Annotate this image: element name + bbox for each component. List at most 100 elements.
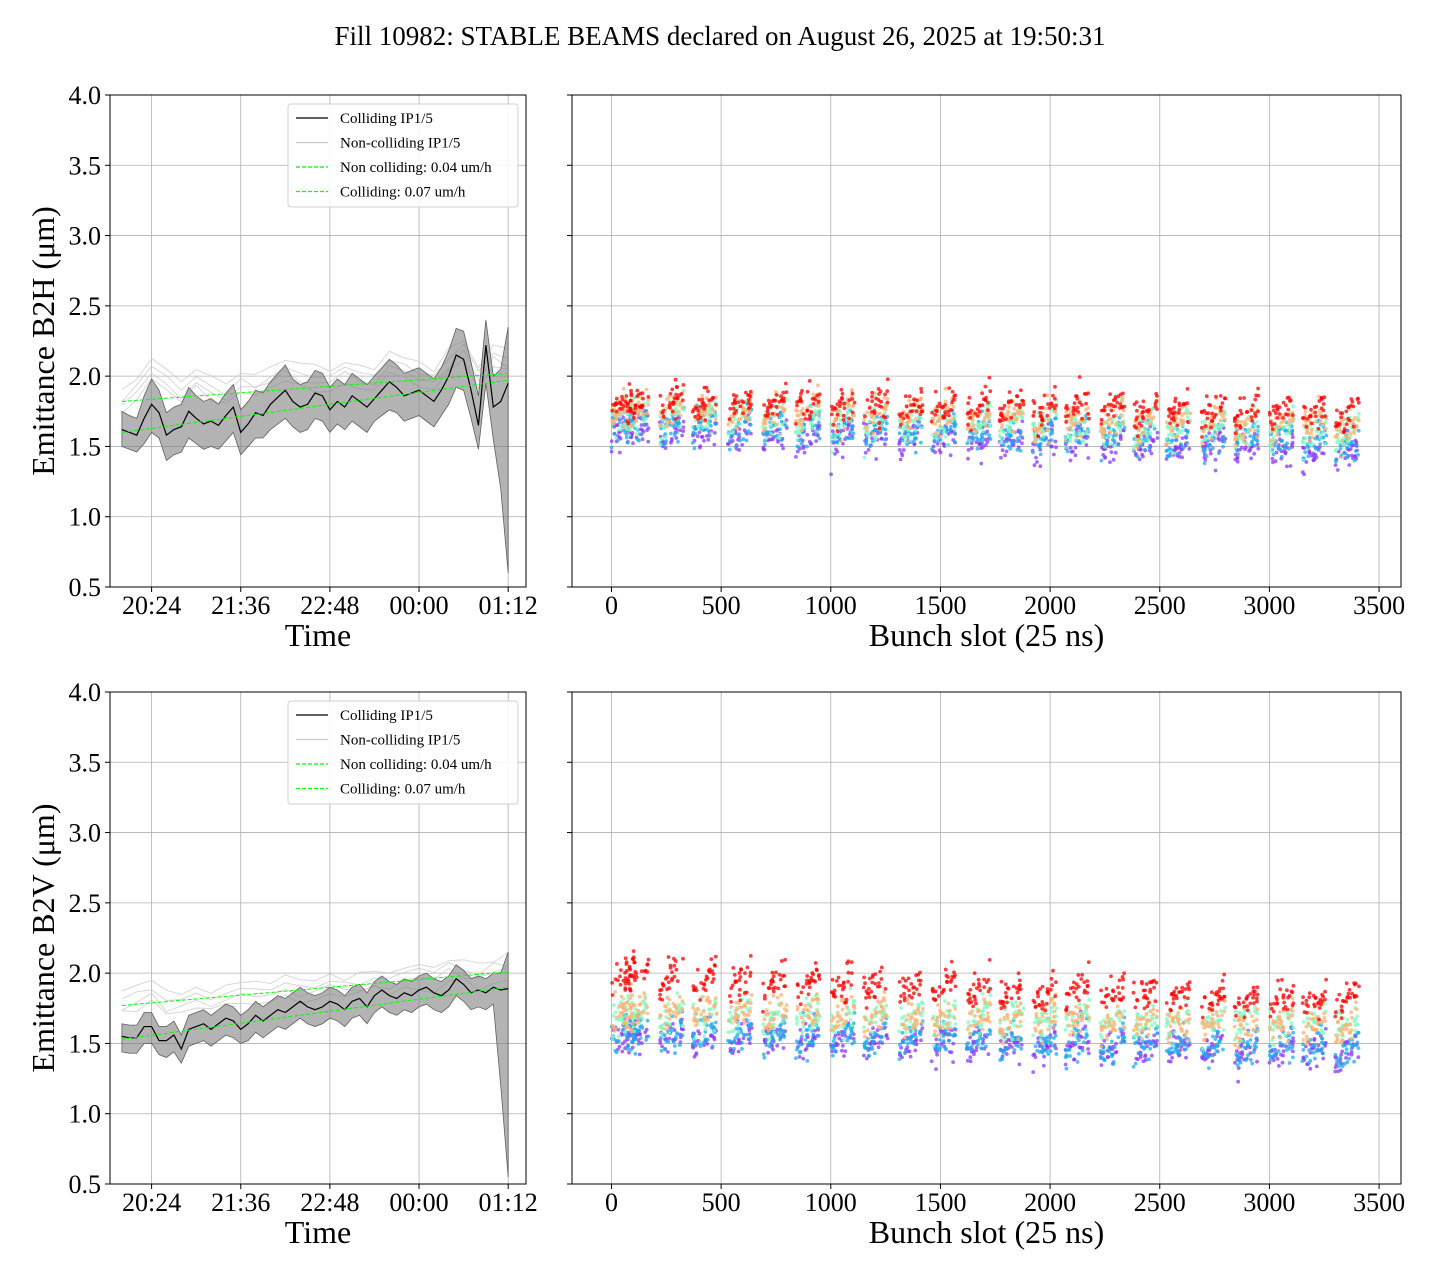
scatter-point xyxy=(1154,1043,1159,1048)
scatter-point xyxy=(1208,1046,1213,1051)
scatter-point xyxy=(814,423,818,428)
scatter-point xyxy=(1043,1036,1048,1041)
scatter-point xyxy=(1285,464,1289,469)
scatter-point xyxy=(1206,445,1211,449)
scatter-point xyxy=(738,422,743,427)
scatter-point xyxy=(897,431,902,436)
scatter-point xyxy=(1098,429,1103,434)
scatter-point xyxy=(774,393,779,397)
scatter-point xyxy=(1312,1020,1316,1025)
scatter-point xyxy=(781,446,785,451)
x-tick-label: 500 xyxy=(702,591,741,620)
scatter-point xyxy=(935,419,940,423)
scatter-point xyxy=(804,996,809,1001)
scatter-point xyxy=(1177,1043,1182,1047)
scatter-point xyxy=(1244,441,1249,446)
scatter-point xyxy=(698,415,703,420)
scatter-point xyxy=(1046,1052,1051,1056)
scatter-point xyxy=(664,1039,669,1044)
scatter-point xyxy=(863,424,868,429)
scatter-point xyxy=(841,441,845,446)
scatter-point xyxy=(629,1047,633,1052)
scatter-point xyxy=(748,389,753,394)
scatter-point xyxy=(968,1055,973,1060)
scatter-point xyxy=(1170,1055,1174,1060)
scatter-point xyxy=(1152,1020,1157,1025)
scatter-point xyxy=(841,1037,846,1042)
scatter-point xyxy=(781,1046,786,1050)
scatter-point xyxy=(661,408,666,413)
scatter-point xyxy=(1307,414,1312,419)
scatter-point xyxy=(1044,406,1048,411)
scatter-point xyxy=(966,1020,971,1024)
scatter-point xyxy=(629,391,634,396)
scatter-point xyxy=(713,431,717,435)
scatter-point xyxy=(835,412,840,417)
scatter-point xyxy=(1012,1048,1017,1052)
legend-label: Non-colliding IP1/5 xyxy=(340,136,460,152)
scatter-point xyxy=(1321,402,1326,406)
scatter-point xyxy=(1357,411,1361,416)
scatter-point xyxy=(1201,446,1206,451)
scatter-point xyxy=(1064,445,1069,450)
scatter-point xyxy=(1155,430,1160,435)
x-tick-label: 21:36 xyxy=(211,1188,270,1217)
scatter-point xyxy=(709,1033,714,1038)
scatter-point xyxy=(883,392,887,397)
scatter-point xyxy=(1355,397,1360,402)
scatter-point xyxy=(1320,1036,1325,1041)
scatter-point xyxy=(1245,409,1250,414)
scatter-point xyxy=(700,397,705,402)
scatter-point xyxy=(969,446,974,451)
scatter-point xyxy=(1253,414,1258,418)
scatter-point xyxy=(1164,436,1169,441)
scatter-point xyxy=(977,427,982,431)
scatter-point xyxy=(1233,1009,1238,1014)
scatter-point xyxy=(1335,432,1340,437)
scatter-point xyxy=(1287,395,1291,400)
scatter-point xyxy=(1200,410,1204,415)
scatter-point xyxy=(1185,401,1190,406)
scatter-point xyxy=(1113,431,1118,436)
scatter-point xyxy=(907,394,912,399)
scatter-point xyxy=(910,409,915,413)
scatter-point xyxy=(1333,1065,1338,1070)
scatter-point xyxy=(965,1058,970,1063)
scatter-point xyxy=(1345,445,1350,450)
scatter-point xyxy=(609,445,614,450)
scatter-point xyxy=(1347,436,1351,441)
scatter-point xyxy=(953,431,957,435)
scatter-point xyxy=(877,426,882,431)
scatter-point xyxy=(1099,425,1104,430)
scatter-point xyxy=(1268,1050,1272,1054)
scatter-point xyxy=(1306,454,1311,459)
scatter-point xyxy=(795,413,800,418)
scatter-point xyxy=(985,412,990,417)
scatter-point xyxy=(975,446,980,451)
scatter-point xyxy=(1210,419,1215,423)
scatter-point xyxy=(899,1006,903,1010)
scatter-point xyxy=(964,1046,969,1051)
scatter-point xyxy=(907,439,912,443)
scatter-point xyxy=(1354,449,1358,453)
scatter-point xyxy=(1138,404,1143,409)
scatter-point xyxy=(843,1049,848,1053)
scatter-point xyxy=(945,443,949,448)
scatter-point xyxy=(935,404,940,409)
scatter-point xyxy=(1335,440,1339,445)
scatter-point xyxy=(810,1026,814,1030)
scatter-point xyxy=(913,1048,918,1053)
scatter-point xyxy=(938,1038,942,1042)
scatter-point xyxy=(1306,445,1311,449)
scatter-point xyxy=(1216,1049,1220,1054)
scatter-point xyxy=(1275,406,1280,411)
scatter-point xyxy=(1047,1024,1052,1028)
scatter-point xyxy=(1077,1051,1081,1056)
scatter-point xyxy=(1047,441,1052,445)
scatter-point xyxy=(1006,444,1011,449)
scatter-point xyxy=(1300,470,1305,475)
scatter-point xyxy=(919,1000,924,1005)
scatter-point xyxy=(909,413,914,418)
x-axis-label: Time xyxy=(285,1214,351,1250)
scatter-point xyxy=(1333,463,1338,467)
